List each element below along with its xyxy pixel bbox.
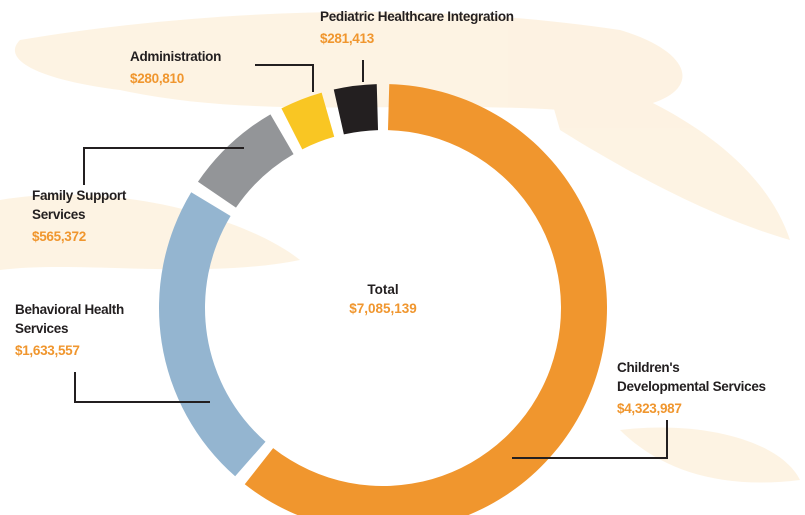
- value-label: $280,810: [130, 69, 260, 88]
- category-label: Pediatric Healthcare Integration: [320, 9, 514, 24]
- segment-label: Children's Developmental Services $4,323,…: [617, 358, 767, 418]
- segment-label: Pediatric Healthcare Integration $281,413: [320, 7, 580, 48]
- segment-label: Administration $280,810: [130, 47, 260, 88]
- center-label: Total $7,085,139: [333, 280, 433, 318]
- value-label: $565,372: [32, 227, 162, 246]
- donut-segment: [334, 84, 378, 134]
- page: Total $7,085,139 Children's Developmenta…: [0, 0, 805, 515]
- value-label: $1,633,557: [15, 341, 155, 360]
- category-label: Family Support Services: [32, 188, 126, 222]
- segment-label: Behavioral Health Services $1,633,557: [15, 300, 155, 360]
- category-label: Children's Developmental Services: [617, 360, 766, 394]
- category-label: Behavioral Health Services: [15, 302, 124, 336]
- center-title: Total: [367, 282, 398, 297]
- segment-label: Family Support Services $565,372: [32, 186, 162, 246]
- chart: [0, 0, 805, 515]
- center-value: $7,085,139: [349, 301, 417, 316]
- value-label: $4,323,987: [617, 399, 767, 418]
- donut-segment: [198, 114, 294, 207]
- value-label: $281,413: [320, 29, 580, 48]
- category-label: Administration: [130, 49, 221, 64]
